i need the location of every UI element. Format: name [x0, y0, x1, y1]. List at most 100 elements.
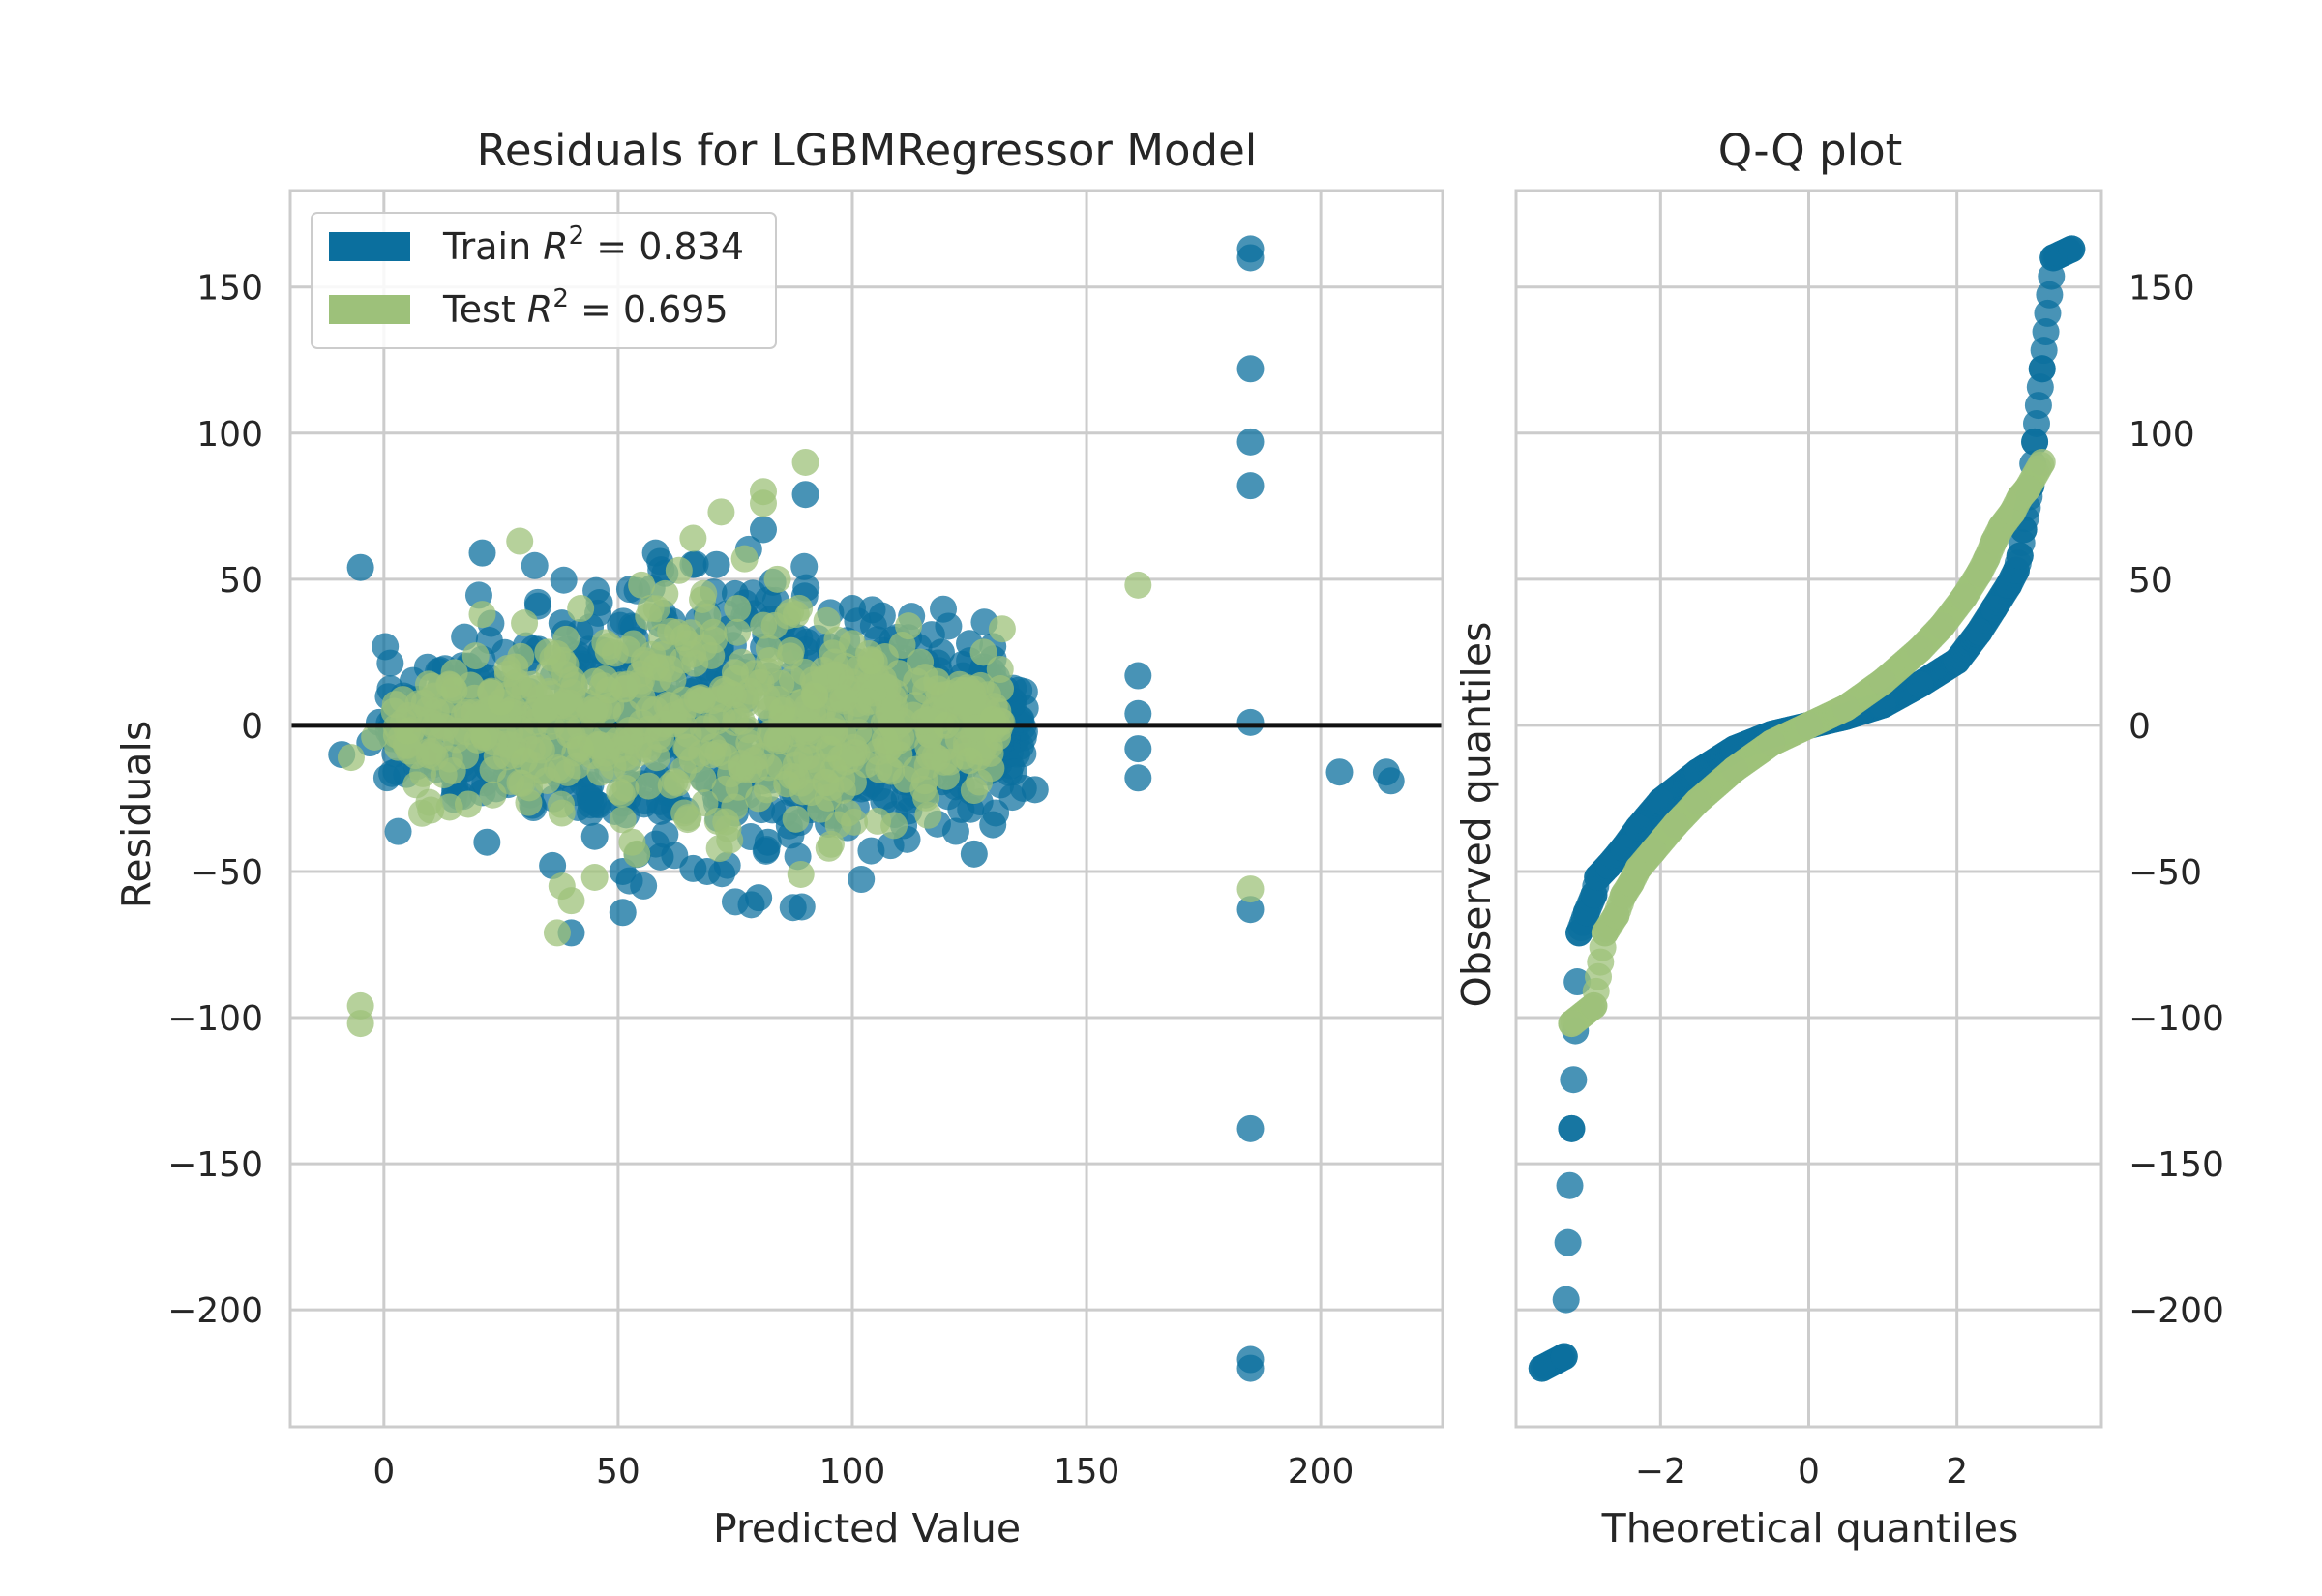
qq-points	[1528, 235, 2086, 1382]
y-tick-label: −150	[2128, 1145, 2224, 1185]
train-residual-point	[646, 842, 674, 871]
test-residual-point	[580, 667, 609, 695]
test-residual-point	[661, 768, 689, 796]
train-residual-point	[1002, 740, 1030, 768]
test-residual-point	[815, 735, 843, 763]
test-residual-point	[511, 609, 539, 637]
qq-train-point	[1554, 1228, 1582, 1256]
test-residual-point	[1236, 875, 1265, 903]
train-residual-point	[1236, 244, 1265, 272]
qq-train-point	[1647, 787, 1675, 815]
train-residual-point	[749, 516, 777, 544]
y-tick-label: 100	[2128, 415, 2195, 455]
qq-train-point	[1624, 813, 1652, 842]
y-tick-label: −50	[190, 853, 263, 893]
test-residual-point	[936, 748, 964, 776]
test-residual-point	[534, 638, 562, 666]
qq-train-point	[2058, 235, 2086, 263]
train-residual-point	[1236, 896, 1265, 924]
legend-test-r2-symbol: R	[527, 288, 552, 331]
qq-train-point	[1550, 1343, 1578, 1371]
test-residual-point	[824, 811, 852, 839]
test-residual-point	[506, 715, 534, 743]
train-residual-point	[1124, 764, 1152, 792]
train-residual-point	[1236, 708, 1265, 736]
qq-train-point	[1528, 1354, 1556, 1382]
test-residual-point	[838, 630, 866, 658]
qq-test-point	[1950, 582, 1979, 610]
y-tick-label: −200	[2128, 1291, 2224, 1331]
test-residual-point	[551, 689, 579, 717]
train-residual-point	[693, 857, 721, 885]
qq-test-point	[2028, 448, 2056, 476]
qq-test-point	[1558, 1010, 1586, 1038]
x-tick-label: 50	[596, 1452, 640, 1492]
test-residual-point	[782, 601, 810, 629]
qq-test-point	[1602, 901, 1630, 930]
legend-test-value: = 0.695	[569, 288, 729, 331]
test-residual-point	[960, 777, 988, 805]
train-residual-point	[1236, 472, 1265, 500]
train-residual-point	[576, 784, 604, 813]
qq-train-point	[1552, 1286, 1580, 1314]
test-residual-point	[1124, 571, 1152, 599]
train-residual-point	[1021, 776, 1049, 804]
train-residual-point	[372, 764, 401, 792]
test-residual-point	[487, 688, 515, 716]
legend-test-prefix: Test	[442, 288, 527, 331]
test-residual-point	[895, 612, 923, 640]
test-residual-point	[864, 807, 892, 835]
test-residual-point	[580, 864, 609, 891]
train-residual-point	[702, 550, 730, 578]
legend: Train R2 = 0.834 Test R2 = 0.695	[311, 212, 777, 349]
test-residual-point	[721, 659, 749, 687]
qq-y-ticks: −200 −150 −100 −50 0 50 100 150	[2128, 269, 2224, 1331]
test-residual-point	[815, 834, 843, 862]
test-residual-point	[670, 624, 698, 652]
test-residual-point	[776, 642, 804, 670]
qq-plot-title: Q-Q plot	[1718, 125, 1903, 176]
test-residual-point	[768, 696, 796, 724]
test-residual-point	[461, 642, 490, 670]
residuals-y-ticks: −200 −150 −100 −50 0 50 100 150	[167, 269, 263, 1331]
legend-train-label: Train R2 = 0.834	[442, 222, 744, 268]
train-residual-point	[523, 588, 551, 616]
y-tick-label: −100	[2128, 999, 2224, 1039]
train-residual-point	[790, 552, 819, 580]
y-tick-label: 100	[196, 415, 263, 455]
qq-plot-frame	[1514, 189, 2103, 1429]
qq-test-point	[1795, 711, 1823, 739]
train-residual-point	[372, 633, 400, 661]
test-residual-point	[880, 694, 908, 722]
test-residual-point	[707, 498, 735, 526]
train-residual-point	[791, 481, 819, 509]
train-residual-point	[779, 894, 807, 922]
test-residual-point	[539, 733, 567, 761]
test-residual-point	[734, 716, 762, 744]
train-residual-point	[979, 811, 1007, 839]
test-residual-point	[651, 579, 679, 607]
test-residual-point	[987, 674, 1015, 702]
train-residual-point	[1377, 767, 1405, 795]
legend-train-patch	[329, 232, 410, 261]
test-residual-point	[778, 665, 806, 694]
train-residual-point	[1236, 355, 1265, 383]
test-residual-point	[416, 708, 444, 736]
test-residual-point	[468, 601, 496, 629]
qq-train-point	[1965, 618, 1993, 646]
y-tick-label: 150	[196, 269, 263, 309]
test-residual-point	[782, 805, 810, 833]
test-residual-point	[773, 770, 801, 798]
legend-test-label: Test R2 = 0.695	[442, 284, 729, 331]
train-residual-point	[935, 783, 963, 811]
test-residual-point	[394, 717, 422, 745]
test-residual-point	[415, 670, 443, 698]
test-residual-point	[700, 618, 728, 646]
test-residual-point	[454, 790, 482, 818]
train-residual-point	[1124, 662, 1152, 690]
qq-test-point	[1720, 755, 1748, 783]
y-tick-label: −200	[167, 1291, 263, 1331]
train-residual-point	[792, 574, 820, 602]
qq-grid	[1516, 191, 2101, 1427]
